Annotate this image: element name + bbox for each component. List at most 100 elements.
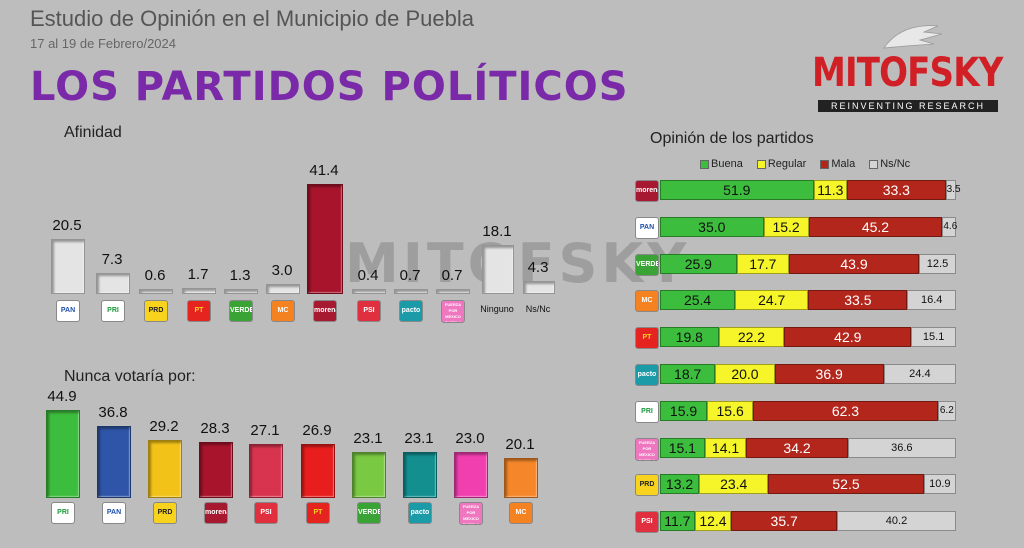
never-vote-bar — [454, 451, 488, 498]
never-vote-bar — [46, 410, 80, 498]
survey-date: 17 al 19 de Febrero/2024 — [30, 36, 176, 51]
never-vote-value-label: 28.3 — [200, 419, 230, 437]
opinion-segment: 17.7 — [736, 253, 790, 274]
never-vote-bar — [249, 444, 283, 498]
party-logo-prd-icon: PRD — [144, 300, 168, 322]
never-vote-bar — [403, 451, 437, 498]
party-logo-fxmp-icon: FUERZA POR MÉXICO PUEBLA — [441, 300, 465, 323]
party-logo-pacto-icon: pacto — [408, 502, 432, 524]
opinion-segment: 11.3 — [813, 180, 848, 200]
brand-logo: MITOFSKY REINVENTING RESEARCH — [812, 20, 1003, 115]
opinion-segment: 12.4 — [694, 511, 732, 532]
opinion-segment: 25.9 — [660, 253, 737, 274]
brand-tagline: REINVENTING RESEARCH — [818, 100, 998, 112]
opinion-segment: 33.3 — [847, 180, 946, 200]
opinion-segment: 62.3 — [753, 400, 938, 421]
opinion-segment: 16.4 — [907, 290, 956, 311]
affinity-value-label: 41.4 — [309, 162, 339, 179]
affinity-category-label: Ns/Nc — [525, 304, 551, 314]
affinity-bar — [224, 288, 258, 294]
legend-item: Ns/Nc — [869, 158, 910, 170]
never-vote-value-label: 20.1 — [505, 435, 535, 453]
opinion-segment: 25.4 — [660, 290, 736, 311]
main-title: LOS PARTIDOS POLÍTICOS — [30, 64, 629, 110]
legend-swatch — [756, 159, 766, 169]
never-vote-bar — [352, 451, 386, 498]
affinity-bar — [482, 244, 514, 294]
opinion-segment: 13.2 — [660, 474, 700, 495]
affinity-bar — [139, 289, 173, 294]
legend-label: Ns/Nc — [880, 158, 911, 170]
affinity-value-label: 1.3 — [229, 266, 251, 284]
affinity-value-label: 7.3 — [101, 250, 123, 268]
affinity-value-label: 0.6 — [144, 267, 166, 284]
affinity-value-label: 3.0 — [271, 262, 293, 280]
never-vote-bar — [199, 441, 233, 498]
opinion-segment: 34.2 — [746, 437, 848, 458]
never-vote-value-label: 44.9 — [47, 388, 77, 405]
party-logo-morena-icon: morena — [313, 300, 337, 322]
opinion-segment: 43.9 — [789, 253, 919, 274]
opinion-segment: 4.6 — [942, 216, 957, 237]
opinion-legend: Buena Regular Mala Ns/Nc — [700, 158, 924, 170]
opinion-segment: 23.4 — [699, 474, 769, 495]
party-logo-pri-icon: PRI — [101, 300, 125, 322]
affinity-value-label: 0.7 — [399, 267, 421, 284]
legend-swatch — [700, 159, 709, 169]
never-vote-bar — [504, 457, 538, 498]
party-logo-pan-icon: PAN — [635, 216, 659, 239]
opinion-segment: 40.2 — [837, 511, 956, 532]
affinity-bar — [182, 287, 216, 294]
opinion-segment: 20.0 — [715, 364, 775, 384]
never-vote-chart: 44.9 PRI 36.8 PAN 29.2 PRD 28.3 morena 27.1 PSI 26… — [46, 388, 538, 525]
bird-logo-icon — [883, 25, 943, 49]
party-logo-pan-icon: PAN — [56, 300, 80, 322]
opinion-segment: 11.7 — [660, 511, 695, 532]
party-logo-verde-icon: VERDE — [229, 300, 253, 322]
affinity-value-label: 20.5 — [52, 216, 82, 234]
party-logo-psi-icon: PSI — [635, 511, 659, 534]
affinity-chart-title: Afinidad — [64, 124, 122, 141]
affinity-bar — [523, 280, 555, 294]
legend-item: Regular — [756, 158, 806, 170]
party-logo-pan-icon: PAN — [102, 502, 126, 524]
party-logo-prd-icon: PRD — [635, 474, 659, 497]
page-title: Estudio de Opinión en el Municipio de Pu… — [30, 6, 474, 31]
legend-label: Buena — [711, 158, 743, 170]
party-logo-pt-icon: PT — [635, 327, 659, 350]
party-logo-prd-icon: PRD — [153, 502, 177, 524]
never-vote-bar — [301, 444, 335, 498]
party-logo-morena-icon: morena — [635, 180, 659, 202]
party-logo-mc-icon: MC — [509, 502, 533, 524]
opinion-segment: 12.5 — [919, 253, 956, 274]
party-logo-fxmp-icon: FUERZA POR MÉXICO PUEBLA — [459, 502, 483, 525]
opinion-segment: 35.7 — [731, 511, 837, 532]
opinion-chart-title: Opinión de los partidos — [650, 130, 814, 147]
party-logo-psi-icon: PSI — [254, 502, 278, 524]
opinion-segment: 15.1 — [660, 437, 705, 458]
legend-item: Buena — [700, 158, 743, 170]
opinion-segment: 6.2 — [937, 400, 956, 421]
opinion-segment: 15.6 — [707, 400, 754, 421]
party-logo-pacto-icon: pacto — [399, 300, 423, 322]
affinity-value-label: 4.3 — [527, 258, 549, 276]
opinion-segment: 22.2 — [718, 327, 785, 348]
affinity-bar — [352, 289, 386, 294]
party-logo-pri-icon: PRI — [51, 502, 75, 524]
opinion-segment: 10.9 — [923, 474, 956, 495]
never-vote-value-label: 23.0 — [455, 429, 485, 447]
party-logo-pacto-icon: pacto — [635, 364, 659, 386]
opinion-segment: 42.9 — [784, 327, 912, 348]
legend-label: Mala — [831, 158, 856, 170]
affinity-bar — [96, 272, 130, 294]
affinity-chart: 20.5 PAN 7.3 PRI 0.6 PRD 1.7 PT 1.3 VERDE 3.0 MC 41.… — [0, 0, 610, 330]
never-vote-bar — [148, 440, 182, 498]
affinity-bar — [266, 284, 300, 294]
party-logo-mc-icon: MC — [635, 290, 659, 313]
opinion-segment: 36.6 — [847, 437, 956, 458]
brand-name: MITOFSKY — [812, 50, 1003, 96]
opinion-segment: 15.1 — [911, 327, 956, 348]
never-vote-bar — [97, 425, 131, 498]
party-logo-verde-icon: VERDE — [635, 253, 659, 276]
